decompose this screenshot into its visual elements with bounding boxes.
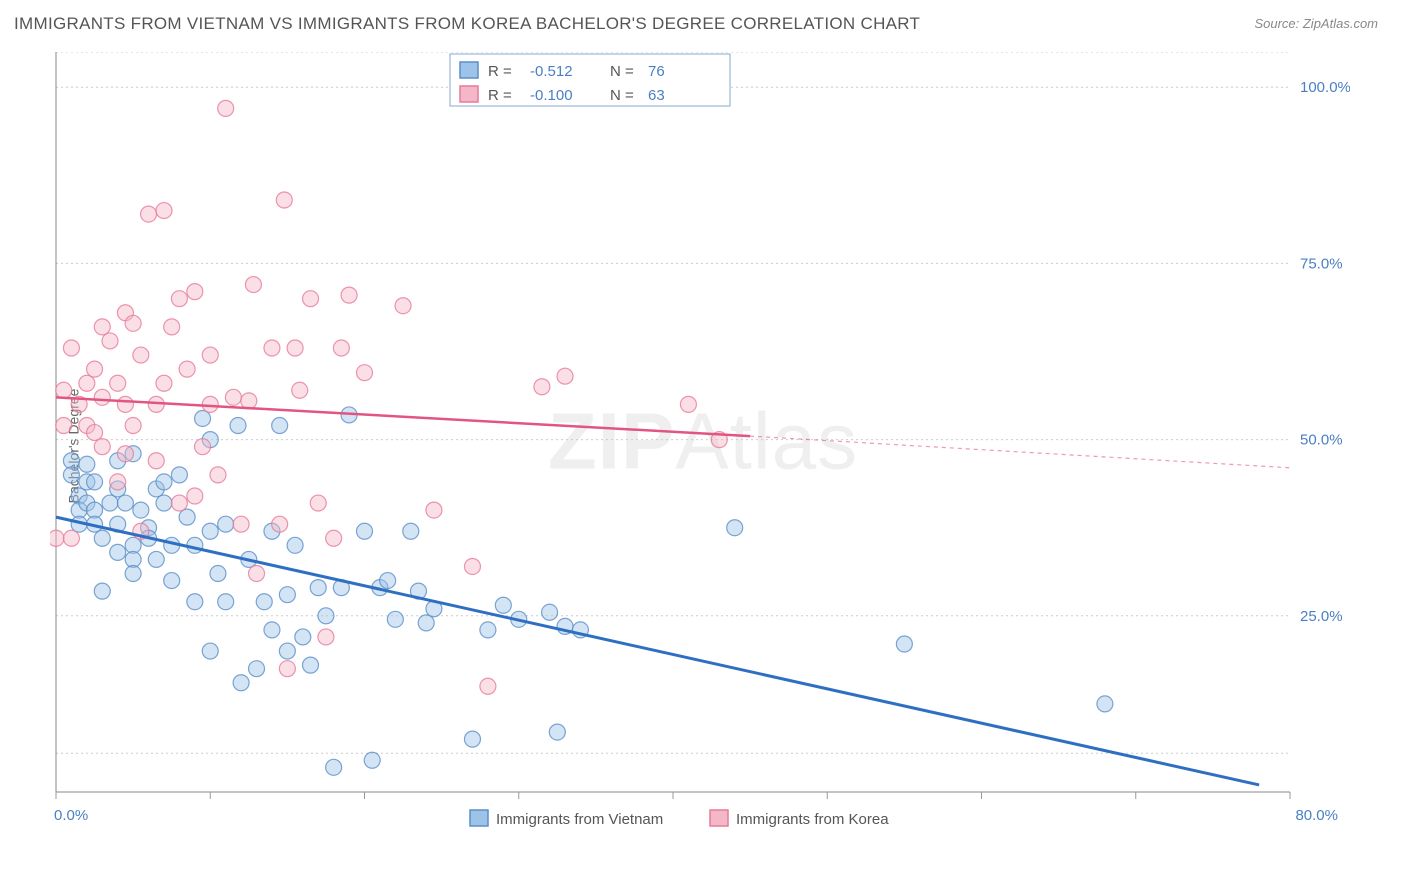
svg-text:25.0%: 25.0% (1300, 608, 1343, 625)
svg-text:76: 76 (648, 63, 665, 80)
source-label: Source: ZipAtlas.com (1254, 16, 1378, 31)
chart-area: 25.0% 50.0% 75.0% 100.0% 0.0% 80.0% R = -0.512 N… (50, 52, 1350, 832)
svg-text:R =: R = (488, 87, 512, 104)
scatter-plot: 25.0% 50.0% 75.0% 100.0% 0.0% 80.0% R = -0.512 N… (50, 52, 1350, 832)
svg-text:N =: N = (610, 87, 634, 104)
svg-text:80.0%: 80.0% (1295, 807, 1338, 824)
svg-text:63: 63 (648, 87, 665, 104)
svg-text:-0.100: -0.100 (530, 87, 573, 104)
chart-title: IMMIGRANTS FROM VIETNAM VS IMMIGRANTS FR… (14, 14, 920, 34)
svg-text:50.0%: 50.0% (1300, 432, 1343, 449)
svg-text:Immigrants from Vietnam: Immigrants from Vietnam (496, 811, 663, 828)
svg-text:0.0%: 0.0% (54, 807, 88, 824)
svg-text:100.0%: 100.0% (1300, 79, 1350, 96)
svg-text:75.0%: 75.0% (1300, 255, 1343, 272)
svg-text:R =: R = (488, 63, 512, 80)
svg-text:-0.512: -0.512 (530, 63, 573, 80)
svg-text:N =: N = (610, 63, 634, 80)
svg-text:Immigrants from Korea: Immigrants from Korea (736, 811, 889, 828)
